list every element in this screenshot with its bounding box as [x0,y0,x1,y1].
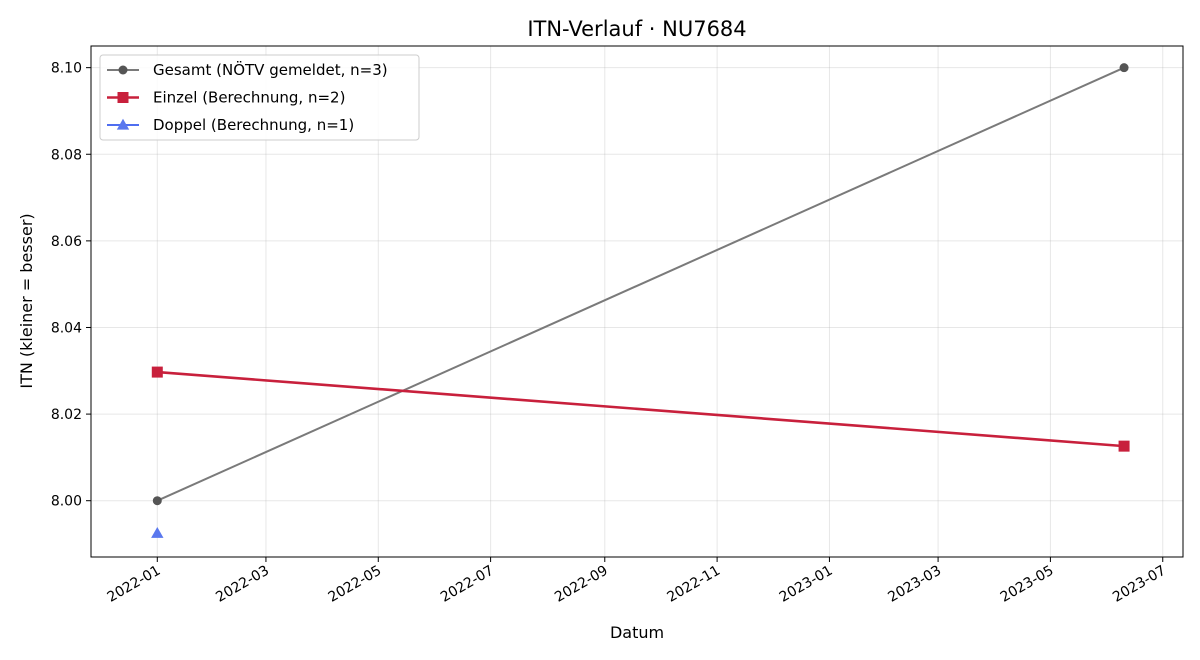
y-tick-label: 8.04 [51,320,82,336]
chart-title: ITN-Verlauf · NU7684 [527,17,746,41]
series-triangle [151,526,164,538]
x-tick-label: 2022-03 [213,563,272,606]
x-tick-label: 2022-07 [438,563,497,606]
legend-entry: Gesamt (NÖTV gemeldet, n=3) [153,60,388,79]
legend-marker [117,92,129,103]
series-layer [151,63,1130,538]
legend-entry: Doppel (Berechnung, n=1) [153,116,354,134]
series-square [151,366,1130,452]
plot-area [90,45,1184,558]
series-circle [152,63,1129,506]
x-tick-label: 2022-01 [105,563,164,606]
x-axis-label: Datum [610,623,664,642]
legend: Gesamt (NÖTV gemeldet, n=3) Einzel (Berec… [99,54,420,141]
series-line [156,66,1125,502]
y-axis: 8.00 8.02 8.04 8.06 8.08 8.10 [51,61,91,510]
y-tick-label: 8.02 [51,407,82,423]
x-tick-label: 2023-03 [885,563,944,606]
data-point [1118,440,1130,452]
y-tick-label: 8.06 [51,234,82,250]
x-tick-label: 2022-05 [326,563,385,606]
legend-box [99,54,420,141]
data-point [151,526,164,538]
x-axis: 2022-01 2022-03 2022-05 2022-07 2022-09 2022-… [105,557,1169,606]
series-line [157,370,1125,448]
legend-entry: Einzel (Berechnung, n=2) [153,89,345,107]
x-tick-label: 2023-07 [1110,563,1169,606]
grid [91,46,1183,557]
x-tick-label: 2022-09 [552,563,611,606]
legend-marker [118,65,128,75]
y-axis-label: ITN (kleiner = besser) [17,213,36,388]
data-point [151,366,163,378]
y-tick-label: 8.08 [51,147,82,163]
x-tick-label: 2022-11 [664,563,723,606]
x-tick-label: 2023-01 [777,563,836,606]
x-tick-label: 2023-05 [998,563,1057,606]
data-point [152,496,162,506]
y-tick-label: 8.00 [51,494,82,510]
data-point [1119,63,1129,73]
legend-marker [116,118,130,130]
y-tick-label: 8.10 [51,61,82,77]
